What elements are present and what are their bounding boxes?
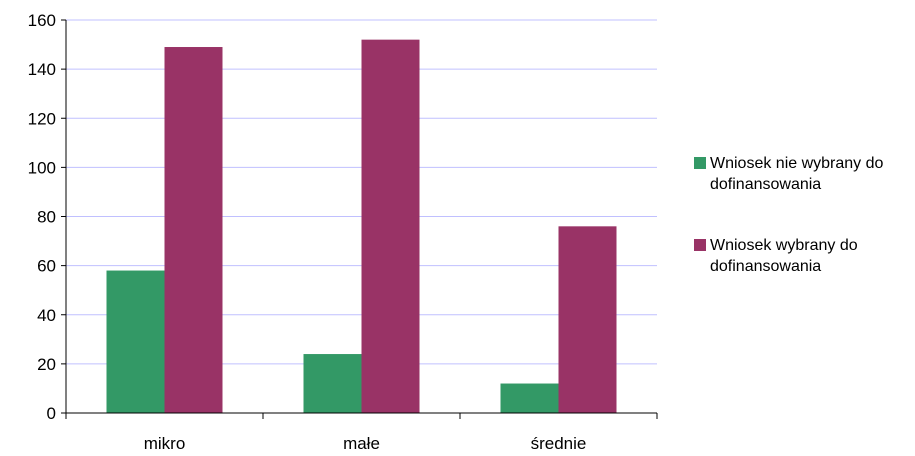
bar — [558, 226, 617, 413]
x-tick-labels: mikro małe średnie — [144, 434, 587, 453]
y-tick-label: 20 — [37, 355, 56, 374]
y-tick-label: 140 — [28, 60, 56, 79]
y-tick-labels: 0 20 40 60 80 100 120 140 160 — [28, 11, 56, 423]
x-tick-label: średnie — [531, 434, 587, 453]
y-tick-label: 40 — [37, 306, 56, 325]
bar — [500, 383, 559, 413]
legend-item-not-selected: Wniosek nie wybrany do dofinansowania — [694, 153, 909, 195]
y-tick-label: 80 — [37, 208, 56, 227]
axes — [61, 19, 658, 419]
legend-item-selected: Wniosek wybrany do dofinansowania — [694, 235, 909, 277]
y-tick-label: 160 — [28, 11, 56, 30]
legend: Wniosek nie wybrany do dofinansowania Wn… — [694, 153, 909, 317]
y-tick-label: 100 — [28, 158, 56, 177]
legend-label-not-selected: Wniosek nie wybrany do dofinansowania — [710, 155, 884, 193]
bar — [303, 354, 362, 413]
x-tick-label: małe — [343, 434, 380, 453]
y-tick-label: 60 — [37, 257, 56, 276]
bar — [106, 270, 165, 413]
bars — [106, 39, 617, 414]
bar — [361, 39, 420, 414]
y-tick-label: 120 — [28, 109, 56, 128]
legend-swatch-selected — [694, 239, 706, 251]
bar — [164, 47, 223, 414]
legend-swatch-not-selected — [694, 157, 706, 169]
x-tick-label: mikro — [144, 434, 186, 453]
legend-label-selected: Wniosek wybrany do dofinansowania — [710, 237, 858, 275]
y-tick-label: 0 — [47, 404, 56, 423]
